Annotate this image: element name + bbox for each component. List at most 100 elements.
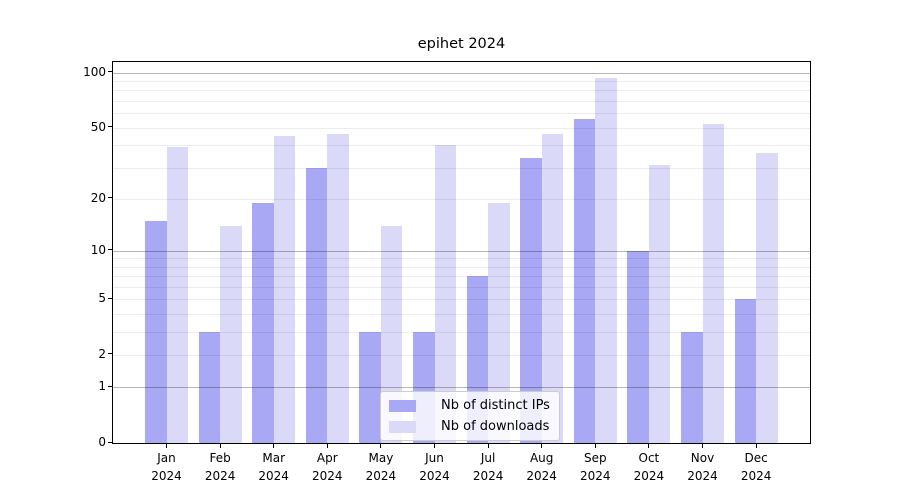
gridline-minor	[113, 81, 810, 83]
x-tick-year: 2024	[472, 468, 504, 483]
x-tick-year: 2024	[687, 468, 718, 483]
x-tick-label: Oct 2024	[617, 450, 681, 485]
y-tick-label: 100	[83, 64, 106, 79]
x-tick-label: Jul 2024	[456, 450, 520, 485]
x-tick-label: Sep 2024	[563, 450, 627, 485]
bar-distinct-ips	[734, 299, 757, 443]
bar-downloads	[273, 135, 296, 443]
x-tick-label: May 2024	[349, 450, 413, 485]
x-tick-year: 2024	[312, 468, 343, 483]
x-tick-year: 2024	[633, 468, 665, 483]
gridline-minor	[113, 276, 810, 278]
legend-item-downloads: Nb of downloads	[389, 419, 550, 434]
bar-distinct-ips	[359, 331, 381, 443]
gridline-minor	[113, 167, 810, 169]
legend-label-distinct-ips: Nb of distinct IPs	[441, 398, 550, 413]
bar-distinct-ips	[520, 157, 542, 443]
x-tick	[541, 444, 543, 448]
y-tick	[108, 71, 112, 73]
x-tick	[648, 444, 650, 448]
bar-distinct-ips	[681, 331, 703, 443]
gridline-minor	[113, 266, 810, 268]
gridline-minor	[113, 354, 810, 356]
bar-distinct-ips	[252, 202, 274, 443]
x-tick-label: Dec 2024	[724, 450, 788, 485]
x-tick-label: Feb 2024	[188, 450, 252, 485]
y-tick	[108, 353, 112, 355]
bar-downloads	[756, 153, 778, 443]
x-tick-year: 2024	[419, 468, 450, 483]
gridline-minor	[113, 258, 810, 260]
x-tick-year: 2024	[740, 468, 772, 483]
x-tick	[273, 444, 275, 448]
x-tick-month: Jul	[480, 451, 496, 465]
y-tick-label: 2	[98, 346, 106, 361]
x-tick	[594, 444, 596, 448]
x-tick-month: Dec	[744, 451, 768, 465]
x-tick-month: Oct	[638, 451, 660, 465]
gridline-minor	[113, 299, 810, 301]
x-tick-month: Sep	[583, 451, 607, 465]
legend-item-distinct-ips: Nb of distinct IPs	[389, 398, 550, 413]
x-tick-month: Jun	[425, 451, 444, 465]
bar-downloads	[434, 145, 456, 443]
bar-distinct-ips	[305, 167, 328, 443]
gridline-major	[113, 250, 810, 252]
bar-distinct-ips	[573, 118, 596, 443]
x-tick	[219, 444, 221, 448]
x-tick-month: May	[368, 451, 394, 465]
y-tick	[108, 297, 112, 299]
y-tick	[108, 441, 112, 443]
bar-distinct-ips	[145, 220, 167, 443]
x-tick	[755, 444, 757, 448]
x-tick-label: Mar 2024	[242, 450, 306, 485]
bar-downloads	[595, 77, 617, 443]
x-tick-month: Aug	[529, 451, 554, 465]
y-tick	[108, 385, 112, 387]
legend-label-downloads: Nb of downloads	[441, 419, 550, 434]
bar-downloads	[380, 225, 403, 443]
x-tick-label: Apr 2024	[295, 450, 359, 485]
gridline-minor	[113, 313, 810, 315]
bar-downloads	[541, 134, 564, 443]
x-tick	[326, 444, 328, 448]
bar-downloads	[166, 147, 188, 443]
y-tick	[108, 249, 112, 251]
bar-downloads	[702, 124, 724, 443]
y-tick	[108, 126, 112, 127]
x-tick-month: Jan	[157, 451, 176, 465]
x-tick-year: 2024	[580, 468, 611, 483]
gridline-minor	[113, 286, 810, 288]
x-tick-month: Nov	[690, 451, 715, 465]
x-tick	[434, 444, 435, 448]
gridline-major	[113, 387, 810, 389]
x-tick	[487, 444, 489, 448]
bar-distinct-ips	[627, 250, 649, 443]
x-tick-month: Mar	[262, 451, 285, 465]
x-tick-year: 2024	[258, 468, 289, 483]
y-tick-label: 0	[98, 435, 106, 449]
x-tick	[166, 444, 167, 448]
bar-downloads	[220, 225, 242, 443]
gridline-minor	[113, 113, 810, 115]
y-tick-label: 50	[90, 119, 106, 134]
y-tick-label: 10	[90, 242, 106, 257]
legend-swatch-downloads	[389, 420, 416, 433]
x-tick-label: Aug 2024	[510, 450, 574, 485]
bar-downloads	[488, 202, 510, 443]
x-tick-year: 2024	[204, 468, 236, 483]
plot-area	[112, 61, 811, 444]
x-tick-year: 2024	[151, 468, 182, 483]
x-tick-label: Jun 2024	[403, 450, 467, 485]
bar-downloads	[648, 164, 671, 443]
chart-title: epihet 2024	[417, 36, 506, 52]
y-tick-label: 5	[98, 291, 106, 306]
gridline-major	[113, 72, 810, 74]
x-tick-month: Apr	[316, 451, 338, 465]
y-tick-label: 1	[98, 379, 106, 394]
bar-downloads	[327, 134, 349, 443]
x-tick	[380, 444, 382, 448]
x-tick-year: 2024	[526, 468, 557, 483]
gridline-minor	[113, 127, 810, 129]
